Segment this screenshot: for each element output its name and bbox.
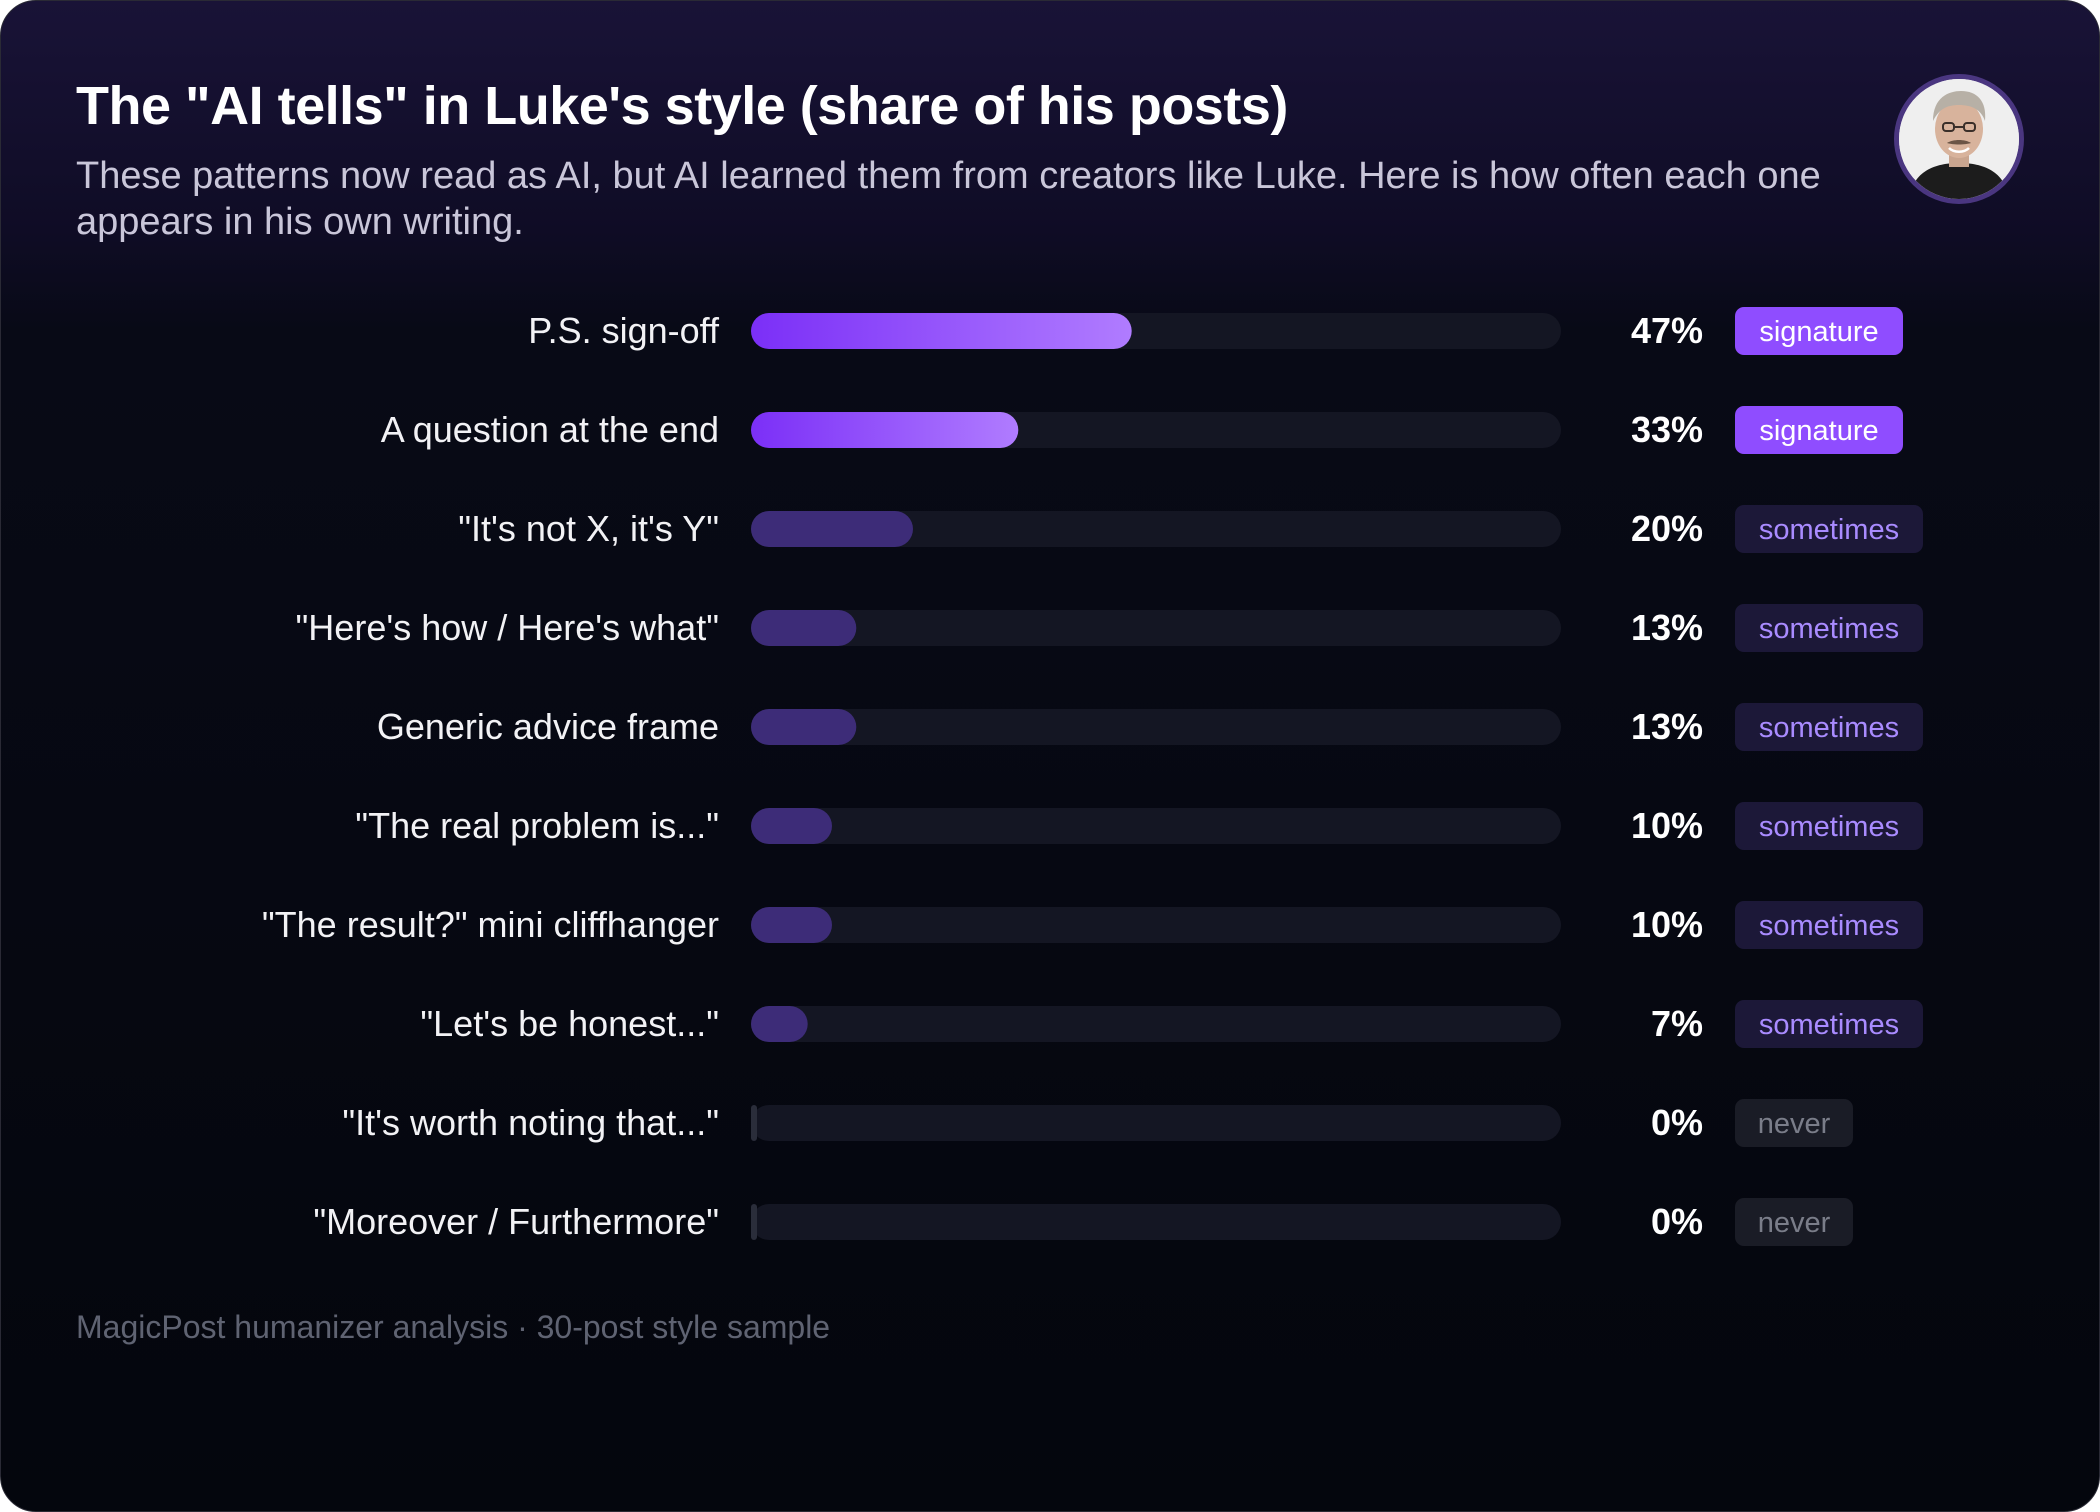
category-label: "Let's be honest...": [420, 1003, 719, 1044]
bar: [751, 709, 857, 745]
status-badge-label: sometimes: [1759, 1009, 1899, 1041]
bar-track: [751, 907, 1561, 943]
value-label: 10%: [1631, 904, 1703, 945]
bar: [751, 1006, 808, 1042]
status-badge: [1735, 1000, 1923, 1048]
category-label: A question at the end: [381, 409, 719, 450]
bar: [751, 808, 832, 844]
chart-subtitle: These patterns now read as AI, but AI le…: [76, 155, 1821, 243]
bar: [751, 412, 1019, 448]
status-badge-label: sometimes: [1759, 712, 1899, 744]
category-label: P.S. sign-off: [528, 310, 720, 351]
category-label: Generic advice frame: [377, 706, 719, 747]
status-badge-label: sometimes: [1759, 910, 1899, 942]
status-badge: [1735, 604, 1923, 652]
bar: [751, 610, 857, 646]
status-badge: [1735, 703, 1923, 751]
bar: [751, 1105, 757, 1141]
bar-track: [751, 709, 1561, 745]
category-label: "Here's how / Here's what": [296, 607, 719, 648]
status-badge-label: sometimes: [1759, 514, 1899, 546]
status-badge: [1735, 802, 1923, 850]
status-badge-label: never: [1758, 1207, 1831, 1239]
bar-chart: P.S. sign-off 47% signature A question at t…: [262, 307, 1923, 1246]
bar: [751, 1204, 757, 1240]
source-footer: MagicPost humanizer analysis · 30-post s…: [76, 1309, 831, 1345]
status-badge-label: sometimes: [1759, 811, 1899, 843]
bar-track: [751, 1105, 1561, 1141]
status-badge: [1735, 505, 1923, 553]
bar-track: [751, 808, 1561, 844]
value-label: 0%: [1651, 1201, 1703, 1242]
status-badge: [1735, 406, 1903, 454]
category-label: "It's worth noting that...": [342, 1102, 719, 1143]
bar-track: [751, 511, 1561, 547]
status-badge: [1735, 901, 1923, 949]
status-badge: [1735, 1099, 1853, 1147]
category-label: "Moreover / Furthermore": [313, 1201, 719, 1242]
status-badge: [1735, 307, 1903, 355]
category-label: "The real problem is...": [355, 805, 719, 846]
bar: [751, 313, 1132, 349]
value-label: 0%: [1651, 1102, 1703, 1143]
status-badge-label: signature: [1759, 316, 1878, 348]
value-label: 13%: [1631, 706, 1703, 747]
status-badge: [1735, 1198, 1853, 1246]
status-badge-label: never: [1758, 1108, 1831, 1140]
value-label: 33%: [1631, 409, 1703, 450]
bar: [751, 511, 913, 547]
status-badge-label: signature: [1759, 415, 1878, 447]
category-label: "The result?" mini cliffhanger: [262, 904, 719, 945]
value-label: 13%: [1631, 607, 1703, 648]
bar-track: [751, 610, 1561, 646]
chart-title: The "AI tells" in Luke's style (share of…: [76, 76, 1288, 136]
value-label: 7%: [1651, 1003, 1703, 1044]
category-label: "It's not X, it's Y": [458, 508, 719, 549]
status-badge-label: sometimes: [1759, 613, 1899, 645]
value-label: 47%: [1631, 310, 1703, 351]
bar-track: [751, 1204, 1561, 1240]
value-label: 10%: [1631, 805, 1703, 846]
value-label: 20%: [1631, 508, 1703, 549]
person-portrait-icon: [1894, 74, 2024, 204]
bar: [751, 907, 832, 943]
bar-track: [751, 1006, 1561, 1042]
